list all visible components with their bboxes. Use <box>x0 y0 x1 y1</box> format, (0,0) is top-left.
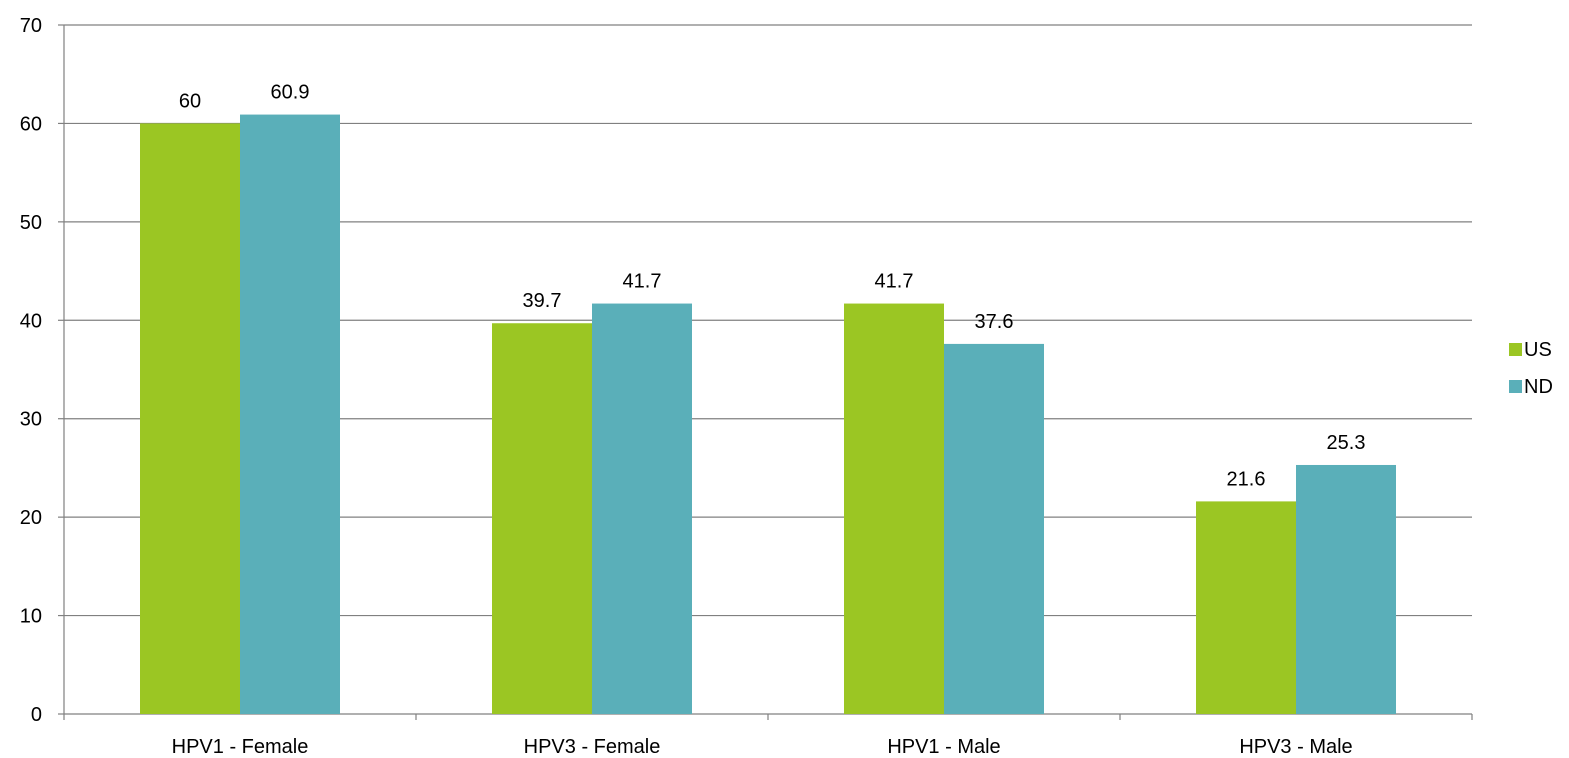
bar-nd-1 <box>592 303 692 714</box>
data-label-us-2: 41.7 <box>875 271 914 293</box>
x-category-label: HPV3 - Male <box>1239 736 1352 758</box>
bar-us-1 <box>492 323 592 714</box>
x-axis-category-labels: HPV1 - Female HPV3 - Female HPV1 - Male HPV… <box>172 736 1353 758</box>
legend-label-nd: ND <box>1524 376 1553 398</box>
x-category-label: HPV3 - Female <box>524 736 661 758</box>
legend-label-us: US <box>1524 339 1552 361</box>
bar-us-3 <box>1196 501 1296 714</box>
legend-swatch-us <box>1509 343 1522 356</box>
y-axis-tick-labels: 0 10 20 30 40 50 60 70 <box>20 15 42 726</box>
y-tick-label: 70 <box>20 15 42 37</box>
bar-nd-3 <box>1296 464 1396 714</box>
bar-nd-0 <box>240 114 340 714</box>
legend: US ND <box>1509 339 1553 398</box>
y-tick-label: 30 <box>20 409 42 431</box>
x-category-label: HPV1 - Female <box>172 736 309 758</box>
x-category-label: HPV1 - Male <box>887 736 1000 758</box>
y-tick-label: 60 <box>20 113 42 135</box>
data-label-nd-2: 37.6 <box>975 311 1014 333</box>
data-label-us-0: 60 <box>179 90 201 112</box>
y-tick-label: 10 <box>20 606 42 628</box>
y-tick-label: 50 <box>20 212 42 234</box>
data-labels: 60 60.9 39.7 41.7 41.7 37.6 21.6 25.3 <box>179 82 1366 491</box>
bar-us-2 <box>844 303 944 714</box>
data-label-us-3: 21.6 <box>1227 468 1266 490</box>
legend-swatch-nd <box>1509 380 1522 393</box>
data-label-us-1: 39.7 <box>523 290 562 312</box>
y-tick-label: 0 <box>31 704 42 726</box>
bar-nd-2 <box>944 343 1044 714</box>
data-label-nd-3: 25.3 <box>1327 432 1366 454</box>
bars <box>140 114 1396 714</box>
bar-us-0 <box>140 123 240 714</box>
y-tick-label: 40 <box>20 310 42 332</box>
data-label-nd-1: 41.7 <box>623 271 662 293</box>
y-tick-label: 20 <box>20 507 42 529</box>
data-label-nd-0: 60.9 <box>271 82 310 104</box>
